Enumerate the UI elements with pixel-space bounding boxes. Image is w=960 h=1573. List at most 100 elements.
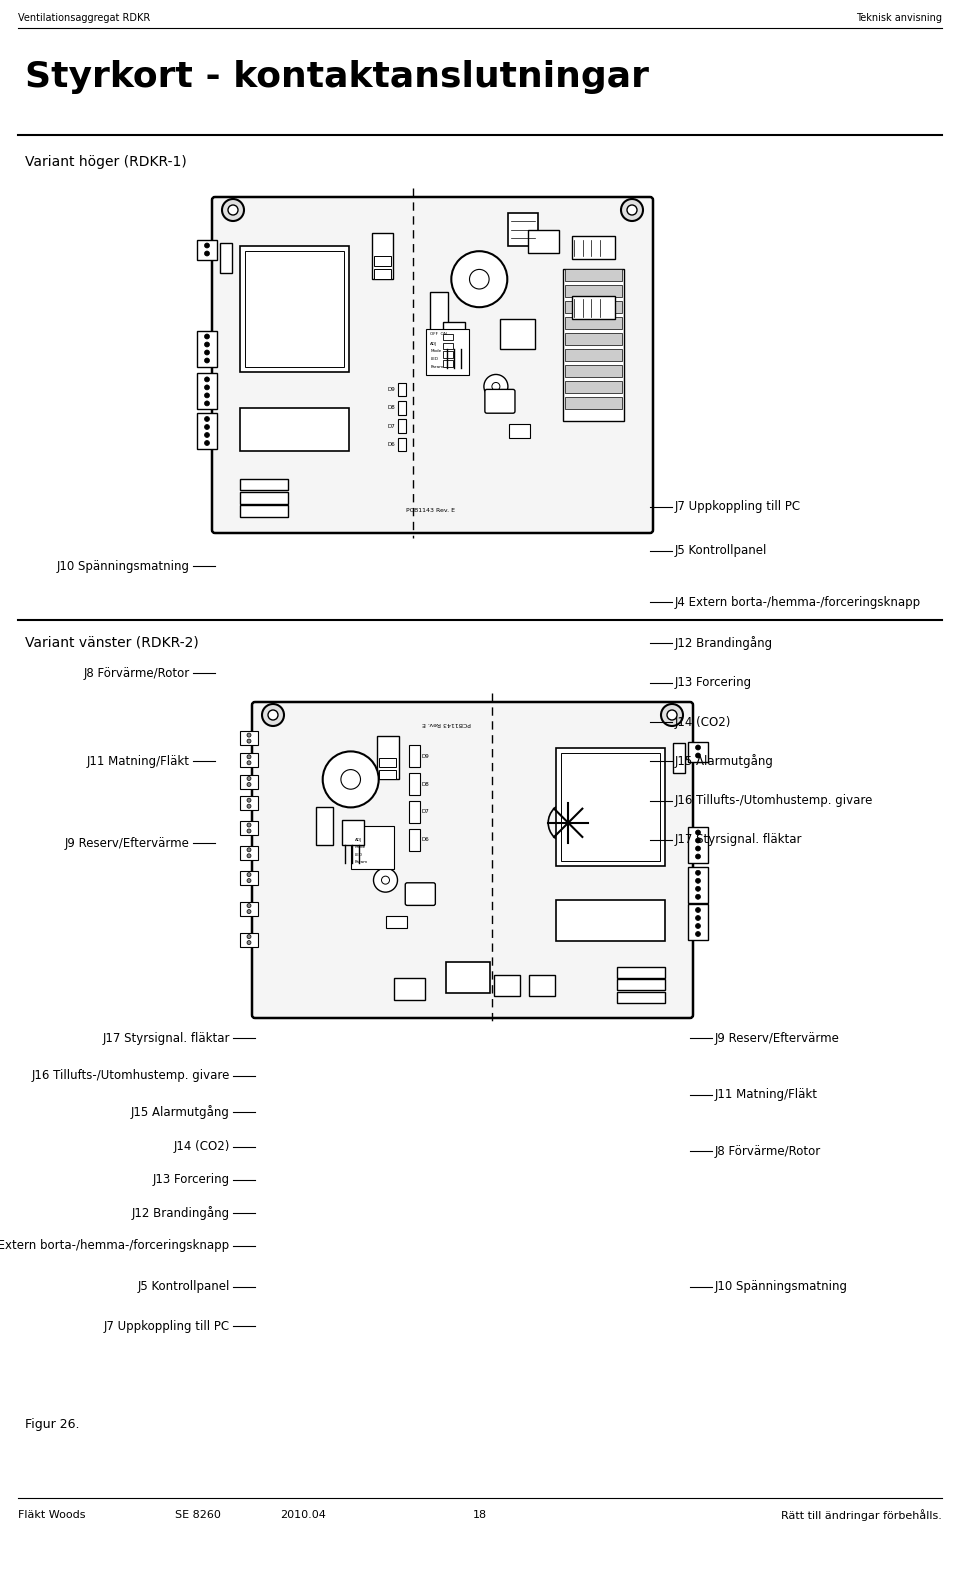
Bar: [240, 870, 258, 884]
Text: D6: D6: [421, 837, 429, 843]
Circle shape: [695, 878, 701, 884]
Bar: [376, 736, 398, 779]
Circle shape: [204, 242, 209, 249]
Circle shape: [621, 200, 643, 220]
Bar: [617, 980, 665, 989]
Text: J4 Extern borta-/hemma-/forceringsknapp: J4 Extern borta-/hemma-/forceringsknapp: [0, 1240, 230, 1252]
Bar: [446, 963, 490, 993]
Bar: [617, 967, 665, 978]
Circle shape: [695, 895, 701, 900]
Bar: [565, 365, 622, 378]
Circle shape: [204, 359, 209, 363]
Bar: [563, 269, 624, 422]
Text: J8 Förvärme/Rotor: J8 Förvärme/Rotor: [715, 1145, 821, 1158]
Bar: [220, 242, 232, 272]
Circle shape: [341, 769, 361, 790]
Text: LED: LED: [355, 853, 363, 857]
Bar: [342, 820, 364, 845]
Circle shape: [247, 782, 251, 786]
Circle shape: [695, 753, 701, 758]
Circle shape: [204, 393, 209, 398]
Bar: [240, 492, 288, 503]
Text: J14 (CO2): J14 (CO2): [174, 1140, 230, 1153]
Bar: [395, 978, 424, 999]
Bar: [397, 401, 406, 415]
Circle shape: [695, 846, 701, 851]
Bar: [240, 753, 258, 766]
Circle shape: [661, 705, 683, 727]
Bar: [617, 991, 665, 1002]
Text: D7: D7: [421, 810, 429, 815]
Bar: [494, 975, 520, 996]
Text: SE 8260: SE 8260: [175, 1510, 221, 1520]
Text: D8: D8: [388, 406, 396, 411]
Circle shape: [268, 709, 278, 720]
Text: J11 Matning/Fläkt: J11 Matning/Fläkt: [715, 1089, 818, 1101]
Bar: [316, 807, 333, 845]
Bar: [673, 742, 685, 774]
Bar: [372, 233, 394, 278]
Circle shape: [204, 341, 209, 348]
Bar: [240, 478, 288, 491]
Text: D9: D9: [388, 387, 396, 392]
Bar: [426, 329, 469, 374]
Circle shape: [247, 941, 251, 945]
Bar: [197, 373, 217, 409]
Bar: [245, 252, 344, 367]
Text: Ventilationsaggregat RDKR: Ventilationsaggregat RDKR: [18, 13, 151, 24]
Text: J5 Kontrollpanel: J5 Kontrollpanel: [675, 544, 767, 557]
Text: J10 Spänningsmatning: J10 Spänningsmatning: [715, 1280, 848, 1293]
Circle shape: [247, 934, 251, 939]
Circle shape: [627, 204, 637, 216]
Circle shape: [204, 333, 209, 340]
Bar: [688, 741, 708, 761]
Circle shape: [561, 815, 576, 831]
Circle shape: [381, 876, 390, 884]
Circle shape: [204, 401, 209, 406]
Text: Param: Param: [355, 860, 369, 864]
Text: J17 Styrsignal. fläktar: J17 Styrsignal. fläktar: [675, 834, 803, 846]
Bar: [430, 293, 447, 332]
Bar: [443, 360, 453, 367]
Bar: [443, 343, 453, 349]
Bar: [688, 867, 708, 903]
Text: Param: Param: [430, 365, 444, 370]
Bar: [386, 915, 407, 928]
Text: J15 Alarmutgång: J15 Alarmutgång: [675, 755, 774, 768]
Circle shape: [695, 838, 701, 843]
Bar: [373, 269, 391, 278]
Circle shape: [247, 873, 251, 876]
Bar: [409, 801, 420, 823]
Bar: [197, 239, 217, 260]
Text: 18: 18: [473, 1510, 487, 1520]
Bar: [397, 420, 406, 433]
Text: J17 Styrsignal. fläktar: J17 Styrsignal. fläktar: [103, 1032, 230, 1044]
Bar: [379, 771, 396, 779]
Circle shape: [695, 854, 701, 859]
Text: J16 Tillufts-/Utomhustemp. givare: J16 Tillufts-/Utomhustemp. givare: [675, 794, 874, 807]
Bar: [409, 829, 420, 851]
Circle shape: [469, 269, 489, 289]
Text: Teknisk anvisning: Teknisk anvisning: [856, 13, 942, 24]
Circle shape: [262, 705, 284, 727]
Text: D8: D8: [421, 782, 429, 786]
Text: J9 Reserv/Eftervärme: J9 Reserv/Eftervärme: [715, 1032, 840, 1044]
Text: J7 Uppkoppling till PC: J7 Uppkoppling till PC: [104, 1320, 230, 1332]
Circle shape: [247, 739, 251, 742]
Text: J7 Uppkoppling till PC: J7 Uppkoppling till PC: [675, 500, 802, 513]
Circle shape: [695, 923, 701, 928]
Text: ADJ: ADJ: [430, 341, 438, 346]
Circle shape: [247, 733, 251, 738]
Bar: [373, 256, 391, 266]
Circle shape: [247, 848, 251, 853]
Bar: [509, 425, 530, 437]
Text: OFF  ON: OFF ON: [430, 332, 447, 337]
Circle shape: [695, 931, 701, 936]
Circle shape: [695, 886, 701, 892]
Bar: [562, 753, 660, 860]
Bar: [556, 900, 665, 941]
Circle shape: [247, 823, 251, 827]
Text: J10 Spänningsmatning: J10 Spänningsmatning: [57, 560, 190, 573]
Bar: [528, 230, 559, 253]
Circle shape: [204, 433, 209, 437]
